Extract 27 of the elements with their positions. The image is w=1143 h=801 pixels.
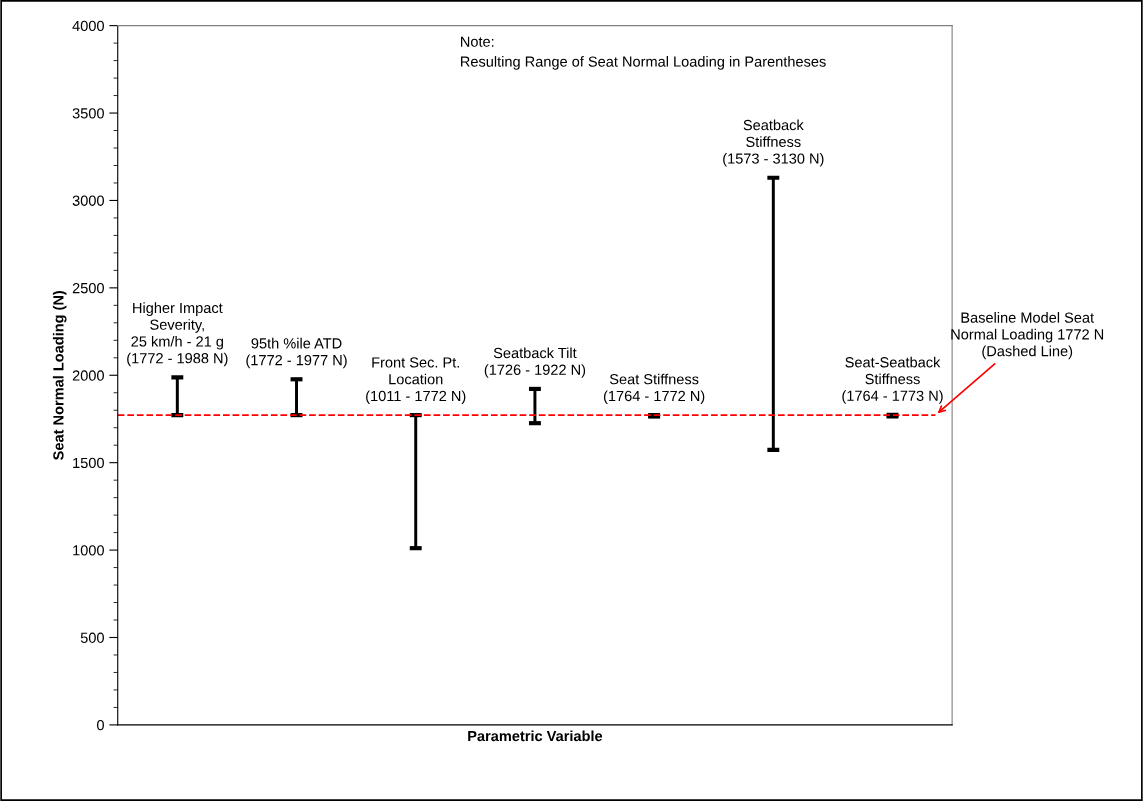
y-tick-label: 3000 bbox=[72, 195, 104, 206]
data-label: (1726 - 1922 N) bbox=[484, 364, 586, 378]
y-axis-title: Seat Normal Loading (N) bbox=[52, 290, 67, 460]
x-tick-label: 95th %ile ATD bbox=[251, 337, 342, 349]
annotation: Note: Resulting Range of Seat Normal Loading in Parentheses bbox=[461, 36, 826, 70]
ref-line-label: Baseline Model Seat Normal Loading 1772 N (Dashed Line) bbox=[951, 312, 1104, 360]
data-label: (1764 - 1773 N) bbox=[842, 390, 943, 404]
x-axis-title: Parametric Variable bbox=[468, 730, 603, 742]
y-tick-label: 500 bbox=[80, 632, 104, 643]
y-tick-label: 0 bbox=[96, 720, 104, 731]
data-label: (1764 - 1772 N) bbox=[603, 390, 705, 405]
data-label: (1772 - 1977 N) bbox=[246, 354, 347, 369]
y-tick-label: 1000 bbox=[73, 545, 104, 556]
x-tick-label: Seatback Stiffness bbox=[743, 119, 804, 147]
x-tick-label: Front Sec. Pt. Location bbox=[372, 357, 459, 385]
x-tick-label: Seat-Seatback Stiffness bbox=[845, 356, 941, 385]
y-tick-label: 2500 bbox=[72, 282, 104, 294]
y-tick-label: 1500 bbox=[73, 457, 104, 469]
data-label: (1573 - 3130 N) bbox=[723, 153, 824, 167]
x-tick-label: Seatback Tilt bbox=[493, 347, 577, 359]
y-tick-label: 3500 bbox=[72, 108, 104, 119]
data-label: (1772 - 1988 N) bbox=[127, 352, 228, 367]
x-tick-label: Higher Impact Severity, 25 km/h - 21 g bbox=[131, 302, 223, 350]
data-label: (1011 - 1772 N) bbox=[366, 390, 466, 405]
y-tick-label: 2000 bbox=[72, 370, 104, 381]
y-tick-label: 4000 bbox=[72, 20, 104, 32]
x-tick-label: Seat Stiffness bbox=[609, 373, 699, 385]
